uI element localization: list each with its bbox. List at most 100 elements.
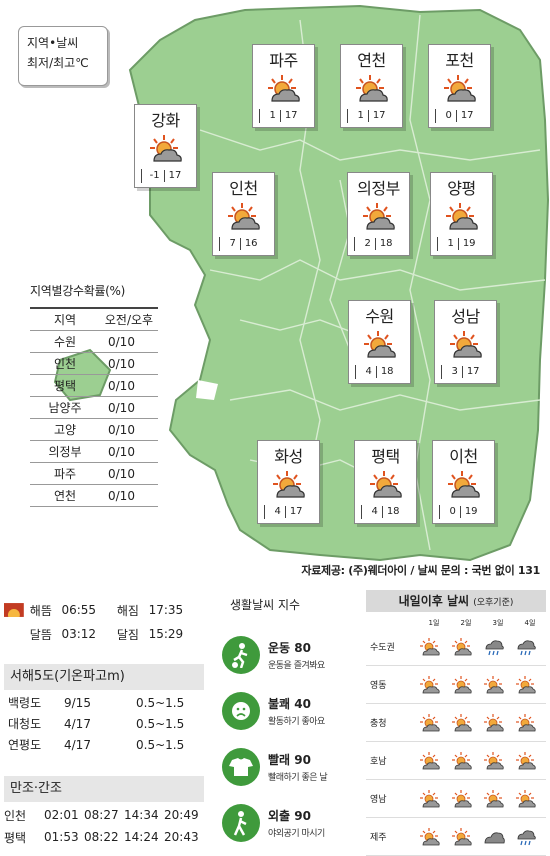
forecast-panel: 내일이후 날씨 (오후기준) 1일 2일 3일 4일 수도권 영동 충청 호남 영남 제주 — [366, 590, 546, 856]
partly-cloudy-icon — [420, 789, 440, 807]
life-index-name: 불쾌 40 — [268, 697, 311, 711]
card-region-name: 수원 — [365, 307, 394, 326]
sunset-time: 17:35 — [148, 603, 184, 617]
forecast-region: 영동 — [370, 681, 387, 691]
data-credit: 자료제공: (주)웨더아이 / 날씨 문의 : 국번 없이 131 — [301, 564, 540, 577]
card-max-temp: 17 — [168, 170, 182, 181]
rain-row: 평택 0/10 — [30, 374, 158, 397]
card-region-name: 성남 — [451, 307, 480, 326]
partly-cloudy-icon — [452, 827, 472, 845]
rain-row: 수원 0/10 — [30, 330, 158, 353]
wave-height: 0.5~1.5 — [136, 737, 185, 752]
life-index-item: 운동 80 운동을 즐겨봐요 — [222, 627, 350, 683]
card-temp-separator — [284, 506, 286, 518]
forecast-cell — [446, 751, 478, 771]
forecast-cell — [414, 827, 446, 847]
wave-row: 대청도 4/17 0.5~1.5 — [8, 713, 204, 734]
rain-row: 고양 0/10 — [30, 418, 158, 441]
forecast-header: 내일이후 날씨 (오후기준) — [366, 590, 546, 612]
forecast-cell — [414, 637, 446, 657]
card-divider — [219, 237, 220, 251]
rain-region: 수원 — [30, 330, 100, 353]
discomfort-icon — [222, 692, 260, 730]
card-region-name: 이천 — [449, 447, 478, 466]
rain-row: 연천 0/10 — [30, 484, 158, 507]
partly-cloudy-icon — [369, 471, 402, 498]
map-legend: 지역•날씨 최저/최고℃ — [18, 26, 108, 86]
card-min-temp: 4 — [274, 506, 281, 517]
card-region-name: 강화 — [151, 111, 180, 130]
map-card: 평택 4 18 — [354, 440, 417, 524]
forecast-cell — [510, 637, 542, 657]
forecast-cell — [414, 751, 446, 771]
partly-cloudy-icon — [516, 789, 536, 807]
partly-cloudy-icon — [420, 751, 440, 769]
card-divider — [437, 237, 438, 251]
wave-island: 대청도 — [8, 717, 42, 731]
cloudy-icon — [484, 831, 505, 843]
rain-icon — [517, 639, 536, 655]
life-index-panel: 생활날씨 지수 운동 80 운동을 즐겨봐요 불쾌 40 활동하기 좋아요 빨래 90 빨… — [222, 590, 350, 851]
partly-cloudy-icon — [420, 637, 440, 655]
partly-cloudy-icon — [227, 203, 260, 230]
forecast-title: 내일이후 날씨 — [398, 594, 470, 608]
wave-row: 백령도 9/15 0.5~1.5 — [8, 692, 204, 713]
card-divider — [259, 109, 260, 123]
forecast-cell — [478, 713, 510, 733]
map-card: 양평 1 19 — [430, 172, 493, 256]
card-temps: 4 18 — [355, 365, 404, 379]
card-region-name: 의정부 — [357, 179, 400, 198]
rain-row: 의정부 0/10 — [30, 440, 158, 463]
card-temps: 1 17 — [259, 109, 308, 123]
tide-time: 14:34 — [124, 808, 159, 822]
card-divider — [441, 365, 442, 379]
card-min-temp: 4 — [371, 506, 378, 517]
rain-value: 0/10 — [100, 396, 158, 419]
forecast-cell — [510, 713, 542, 733]
rain-probability-table: 지역별강수확률(%) 지역 오전/오후 수원 0/10 인천 0/10 평택 0/10 남양… — [30, 282, 158, 507]
life-index-item: 불쾌 40 활동하기 좋아요 — [222, 683, 350, 739]
moonrise-label: 달뜸 — [29, 627, 52, 642]
card-temps: 1 19 — [437, 237, 486, 251]
legend-region-weather: 지역•날씨 — [27, 36, 79, 50]
card-temps: 7 16 — [219, 237, 268, 251]
card-temp-separator — [279, 110, 281, 122]
partly-cloudy-icon — [484, 789, 504, 807]
forecast-cell — [446, 675, 478, 695]
wave-temp: 4/17 — [64, 737, 91, 752]
tide-time: 20:49 — [164, 808, 199, 822]
map-card: 파주 1 17 — [252, 44, 315, 128]
partly-cloudy-icon — [452, 751, 472, 769]
card-min-temp: 1 — [447, 238, 454, 249]
moonset-label: 달짐 — [116, 627, 139, 642]
regional-map: 지역•날씨 최저/최고℃ 파주 1 17 연천 1 17 포천 0 17 강화 -1 17 인천 7 16 의… — [18, 4, 550, 562]
partly-cloudy-icon — [516, 751, 536, 769]
rain-region: 의정부 — [30, 440, 100, 463]
wave-title: 서해5도(기온파고m) — [4, 664, 204, 690]
card-min-temp: -1 — [149, 170, 160, 181]
map-card: 의정부 2 18 — [347, 172, 410, 256]
partly-cloudy-icon — [267, 75, 300, 102]
partly-cloudy-icon — [443, 75, 476, 102]
rain-header-ampm: 오전/오후 — [100, 307, 158, 331]
card-temp-separator — [375, 366, 377, 378]
card-temps: 0 17 — [435, 109, 484, 123]
tide-time: 08:22 — [84, 830, 119, 844]
rain-region: 고양 — [30, 418, 100, 441]
wave-height: 0.5~1.5 — [136, 716, 185, 731]
forecast-subtitle: (오후기준) — [473, 598, 514, 608]
card-max-temp: 17 — [284, 110, 298, 121]
partly-cloudy-icon — [452, 675, 472, 693]
card-divider — [141, 169, 142, 183]
card-temps: 3 17 — [441, 365, 490, 379]
sunrise-label: 해뜸 — [29, 603, 52, 618]
partly-cloudy-icon — [272, 471, 305, 498]
forecast-cell — [478, 637, 510, 657]
tide-table: 인천 02:01 08:27 14:34 20:49 평택 01:53 08:22 14:24 2… — [4, 804, 204, 848]
wave-row: 연평도 4/17 0.5~1.5 — [8, 734, 204, 755]
rain-value: 0/10 — [100, 462, 158, 485]
forecast-day-label: 2일 — [460, 619, 472, 627]
forecast-cell — [414, 713, 446, 733]
outing-icon — [222, 804, 260, 842]
card-temp-separator — [374, 238, 376, 250]
